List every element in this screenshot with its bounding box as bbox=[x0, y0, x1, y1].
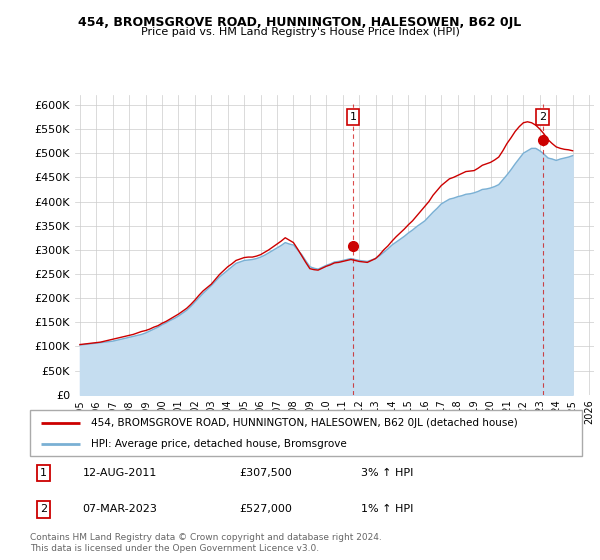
Text: 2: 2 bbox=[40, 505, 47, 515]
FancyBboxPatch shape bbox=[30, 410, 582, 456]
Text: HPI: Average price, detached house, Bromsgrove: HPI: Average price, detached house, Brom… bbox=[91, 438, 346, 449]
Text: £307,500: £307,500 bbox=[240, 468, 293, 478]
Text: 1% ↑ HPI: 1% ↑ HPI bbox=[361, 505, 413, 515]
Text: 454, BROMSGROVE ROAD, HUNNINGTON, HALESOWEN, B62 0JL (detached house): 454, BROMSGROVE ROAD, HUNNINGTON, HALESO… bbox=[91, 418, 517, 428]
Text: £527,000: £527,000 bbox=[240, 505, 293, 515]
Text: 454, BROMSGROVE ROAD, HUNNINGTON, HALESOWEN, B62 0JL: 454, BROMSGROVE ROAD, HUNNINGTON, HALESO… bbox=[79, 16, 521, 29]
Text: 1: 1 bbox=[40, 468, 47, 478]
Text: 12-AUG-2011: 12-AUG-2011 bbox=[82, 468, 157, 478]
Text: 3% ↑ HPI: 3% ↑ HPI bbox=[361, 468, 413, 478]
Text: 1: 1 bbox=[349, 112, 356, 122]
Text: 2: 2 bbox=[539, 112, 547, 122]
Text: 07-MAR-2023: 07-MAR-2023 bbox=[82, 505, 157, 515]
Text: Contains HM Land Registry data © Crown copyright and database right 2024.
This d: Contains HM Land Registry data © Crown c… bbox=[30, 533, 382, 553]
Text: Price paid vs. HM Land Registry's House Price Index (HPI): Price paid vs. HM Land Registry's House … bbox=[140, 27, 460, 37]
